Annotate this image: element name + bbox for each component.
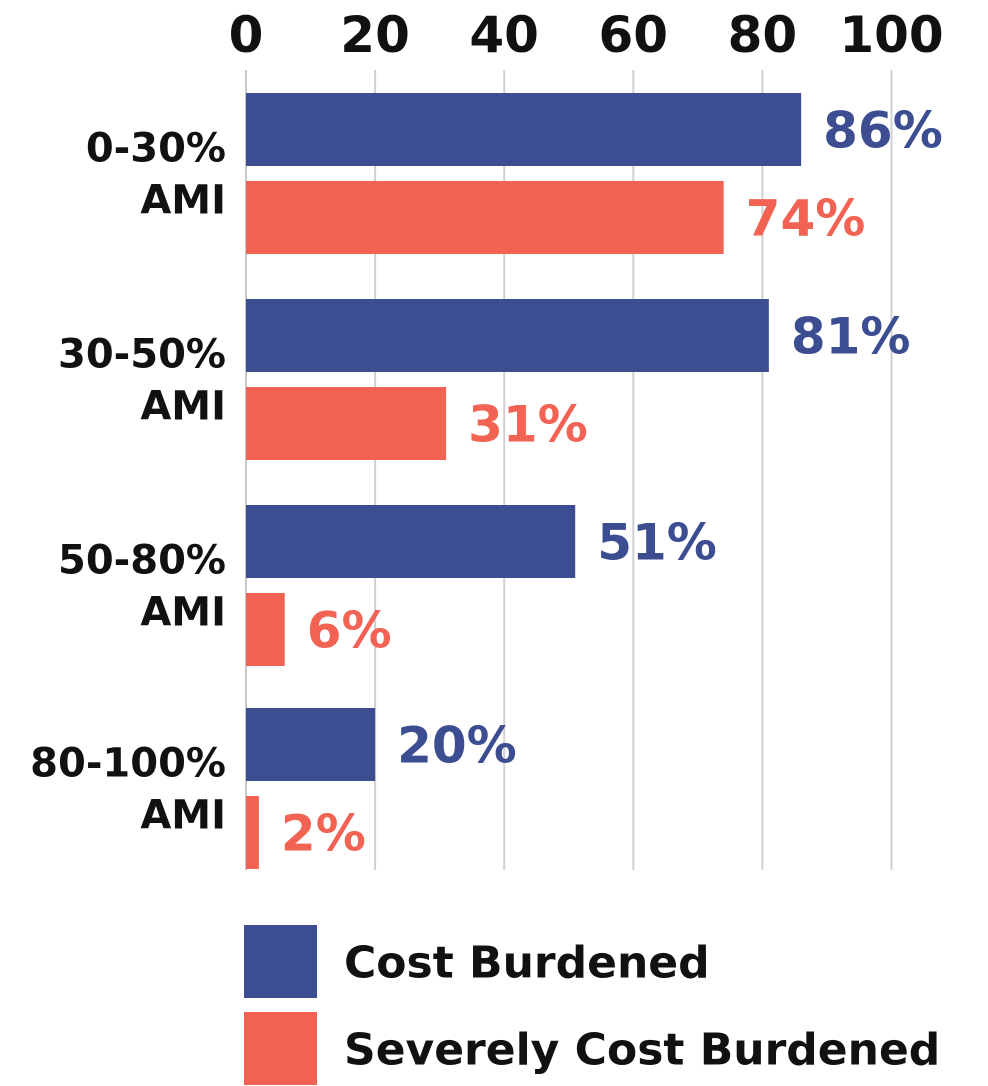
x-axis-ticks: 0 20 40 60 80 100 xyxy=(229,6,944,64)
bar-severely-cost-burdened xyxy=(246,387,447,460)
x-tick-label: 100 xyxy=(839,6,943,64)
category-label: AMI xyxy=(140,384,226,430)
data-label: 20% xyxy=(397,717,517,775)
legend: Cost Burdened Severely Cost Burdened xyxy=(244,925,940,1085)
bar-cost-burdened xyxy=(246,299,769,372)
category-labels: 0-30% AMI 30-50% AMI 50-80% AMI 80-100% AMI xyxy=(30,126,226,839)
category-label: AMI xyxy=(140,590,226,636)
category-label: 0-30% xyxy=(86,126,226,172)
x-tick-label: 80 xyxy=(728,6,798,64)
category-label: 30-50% xyxy=(58,332,226,378)
data-label: 2% xyxy=(281,805,366,863)
category-label: AMI xyxy=(140,793,226,839)
x-tick-label: 40 xyxy=(469,6,539,64)
bar-cost-burdened xyxy=(246,93,802,166)
category-label: 50-80% xyxy=(58,538,226,584)
bar-severely-cost-burdened xyxy=(246,796,259,869)
category-label: AMI xyxy=(140,178,226,224)
category-label: 80-100% xyxy=(30,741,226,787)
x-tick-label: 20 xyxy=(340,6,410,64)
x-tick-label: 60 xyxy=(599,6,669,64)
bar-severely-cost-burdened xyxy=(246,593,285,666)
x-tick-label: 0 xyxy=(229,6,264,64)
bar-cost-burdened xyxy=(246,505,576,578)
legend-swatch xyxy=(244,925,317,998)
data-label: 31% xyxy=(468,396,588,454)
legend-swatch xyxy=(244,1012,317,1085)
data-label: 51% xyxy=(597,514,717,572)
bar-cost-burdened xyxy=(246,708,376,781)
legend-label: Cost Burdened xyxy=(344,938,710,989)
data-label: 86% xyxy=(823,102,943,160)
data-label: 81% xyxy=(791,308,911,366)
bar-severely-cost-burdened xyxy=(246,181,724,254)
data-label: 74% xyxy=(746,190,866,248)
bars: 86% 74% 81% 31% 51% 6%20% 2% xyxy=(246,93,943,869)
legend-label: Severely Cost Burdened xyxy=(344,1025,940,1076)
data-label: 6% xyxy=(307,602,392,660)
